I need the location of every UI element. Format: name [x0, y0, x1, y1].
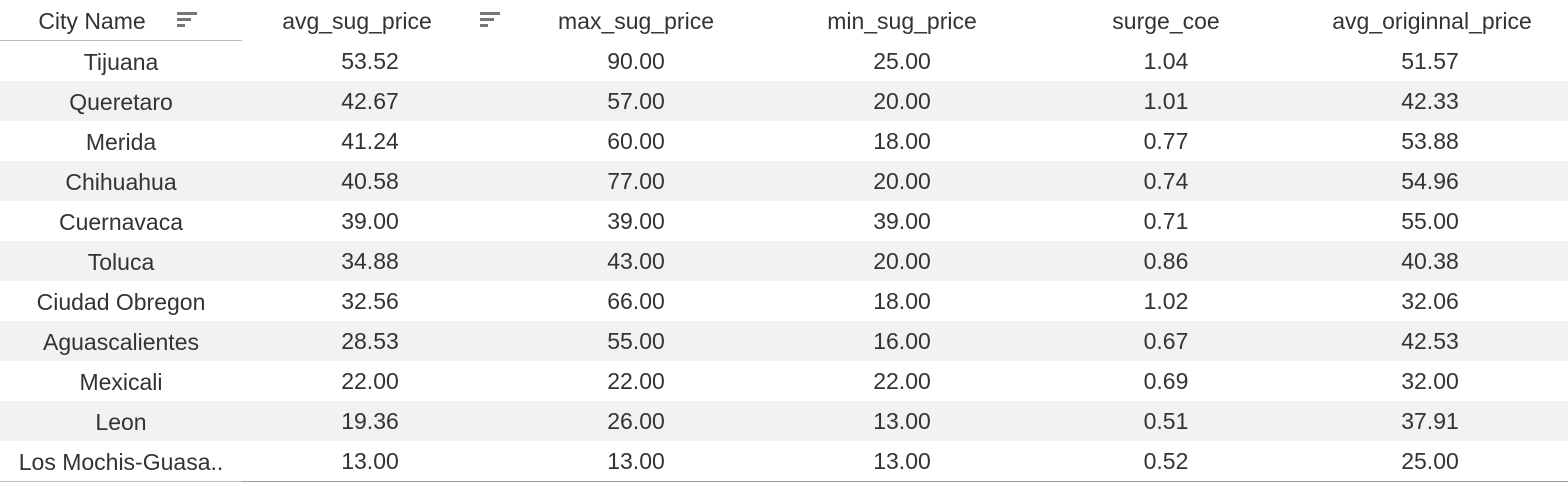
avg-sug-price-cell[interactable]: 28.53 [341, 328, 399, 354]
column-header-max-sug-price[interactable]: max_sug_price [558, 8, 714, 34]
city-name-cell[interactable]: Merida [85, 129, 157, 155]
avg-originnal-price-cell[interactable]: 40.38 [1401, 248, 1459, 274]
min-sug-price-cell[interactable]: 22.00 [873, 368, 931, 394]
city-name-cell[interactable]: Mexicali [79, 369, 163, 395]
city-name-cell[interactable]: Leon [95, 409, 147, 435]
city-name-cell[interactable]: Aguascalientes [43, 329, 199, 355]
avg-sug-price-cell[interactable]: 41.24 [341, 128, 399, 154]
city-name-cell[interactable]: Queretaro [69, 89, 173, 115]
table-row: Chihuahua 40.58 77.00 20.00 0.74 54.96 [0, 161, 1568, 201]
sort-descending-icon[interactable] [480, 12, 500, 28]
table-row: Leon 19.36 26.00 13.00 0.51 37.91 [0, 401, 1568, 441]
min-sug-price-cell[interactable]: 13.00 [873, 448, 931, 474]
surge-coe-cell[interactable]: 1.02 [1143, 288, 1189, 314]
avg-originnal-price-cell[interactable]: 53.88 [1401, 128, 1459, 154]
table-row: Merida 41.24 60.00 18.00 0.77 53.88 [0, 121, 1568, 161]
min-sug-price-cell[interactable]: 25.00 [873, 48, 931, 74]
avg-sug-price-cell[interactable]: 13.00 [341, 448, 399, 474]
table-header: City Name avg_sug_price max_sug_price mi… [0, 0, 1568, 40]
table-row: Los Mochis-Guasa.. 13.00 13.00 13.00 0.5… [0, 441, 1568, 481]
surge-coe-cell[interactable]: 0.67 [1143, 328, 1189, 354]
avg-originnal-price-cell[interactable]: 42.33 [1401, 88, 1459, 114]
header-divider [0, 40, 242, 41]
avg-originnal-price-cell[interactable]: 54.96 [1401, 168, 1459, 194]
max-sug-price-cell[interactable]: 13.00 [607, 448, 665, 474]
avg-originnal-price-cell[interactable]: 37.91 [1401, 408, 1459, 434]
surge-coe-cell[interactable]: 1.01 [1143, 88, 1189, 114]
max-sug-price-cell[interactable]: 77.00 [607, 168, 665, 194]
table-body: Tijuana 53.52 90.00 25.00 1.04 51.57 Que… [0, 41, 1568, 481]
avg-originnal-price-cell[interactable]: 42.53 [1401, 328, 1459, 354]
max-sug-price-cell[interactable]: 26.00 [607, 408, 665, 434]
table-row: Mexicali 22.00 22.00 22.00 0.69 32.00 [0, 361, 1568, 401]
max-sug-price-cell[interactable]: 60.00 [607, 128, 665, 154]
city-name-cell[interactable]: Chihuahua [65, 169, 177, 195]
avg-sug-price-cell[interactable]: 42.67 [341, 88, 399, 114]
surge-coe-cell[interactable]: 0.69 [1143, 368, 1189, 394]
avg-originnal-price-cell[interactable]: 25.00 [1401, 448, 1459, 474]
min-sug-price-cell[interactable]: 39.00 [873, 208, 931, 234]
max-sug-price-cell[interactable]: 66.00 [607, 288, 665, 314]
table-row: Aguascalientes 28.53 55.00 16.00 0.67 42… [0, 321, 1568, 361]
sort-descending-icon[interactable] [177, 12, 197, 28]
min-sug-price-cell[interactable]: 20.00 [873, 248, 931, 274]
avg-sug-price-cell[interactable]: 32.56 [341, 288, 399, 314]
surge-coe-cell[interactable]: 0.74 [1143, 168, 1189, 194]
city-name-cell[interactable]: Cuernavaca [58, 209, 184, 235]
avg-sug-price-cell[interactable]: 39.00 [341, 208, 399, 234]
surge-coe-cell[interactable]: 0.86 [1143, 248, 1189, 274]
max-sug-price-cell[interactable]: 39.00 [607, 208, 665, 234]
avg-originnal-price-cell[interactable]: 51.57 [1401, 48, 1459, 74]
min-sug-price-cell[interactable]: 18.00 [873, 128, 931, 154]
avg-originnal-price-cell[interactable]: 32.00 [1401, 368, 1459, 394]
max-sug-price-cell[interactable]: 57.00 [607, 88, 665, 114]
avg-sug-price-cell[interactable]: 40.58 [341, 168, 399, 194]
city-name-cell[interactable]: Tijuana [83, 49, 159, 75]
avg-originnal-price-cell[interactable]: 32.06 [1401, 288, 1459, 314]
min-sug-price-cell[interactable]: 13.00 [873, 408, 931, 434]
city-name-cell[interactable]: Ciudad Obregon [36, 289, 206, 315]
table-row: Cuernavaca 39.00 39.00 39.00 0.71 55.00 [0, 201, 1568, 241]
column-header-city-name[interactable]: City Name [38, 8, 146, 34]
column-header-avg-originnal-price[interactable]: avg_originnal_price [1332, 8, 1532, 34]
max-sug-price-cell[interactable]: 90.00 [607, 48, 665, 74]
avg-sug-price-cell[interactable]: 22.00 [341, 368, 399, 394]
surge-coe-cell[interactable]: 0.77 [1143, 128, 1189, 154]
column-header-avg-sug-price[interactable]: avg_sug_price [282, 8, 432, 34]
table-bottom-divider [0, 481, 1568, 483]
avg-originnal-price-cell[interactable]: 55.00 [1401, 208, 1459, 234]
table-row: Ciudad Obregon 32.56 66.00 18.00 1.02 32… [0, 281, 1568, 321]
min-sug-price-cell[interactable]: 20.00 [873, 168, 931, 194]
max-sug-price-cell[interactable]: 55.00 [607, 328, 665, 354]
avg-sug-price-cell[interactable]: 34.88 [341, 248, 399, 274]
surge-coe-cell[interactable]: 0.71 [1143, 208, 1189, 234]
table-row: Toluca 34.88 43.00 20.00 0.86 40.38 [0, 241, 1568, 281]
surge-coe-cell[interactable]: 0.52 [1143, 448, 1189, 474]
max-sug-price-cell[interactable]: 43.00 [607, 248, 665, 274]
column-header-min-sug-price[interactable]: min_sug_price [827, 8, 977, 34]
table-row: Tijuana 53.52 90.00 25.00 1.04 51.57 [0, 41, 1568, 81]
surge-coe-cell[interactable]: 0.51 [1143, 408, 1189, 434]
column-header-surge-coe[interactable]: surge_coe [1112, 8, 1220, 34]
max-sug-price-cell[interactable]: 22.00 [607, 368, 665, 394]
avg-sug-price-cell[interactable]: 19.36 [341, 408, 399, 434]
city-name-cell[interactable]: Toluca [87, 249, 155, 275]
city-name-cell[interactable]: Los Mochis-Guasa.. [18, 449, 224, 475]
surge-coe-cell[interactable]: 1.04 [1143, 48, 1189, 74]
min-sug-price-cell[interactable]: 20.00 [873, 88, 931, 114]
avg-sug-price-cell[interactable]: 53.52 [341, 48, 399, 74]
table-row: Queretaro 42.67 57.00 20.00 1.01 42.33 [0, 81, 1568, 121]
min-sug-price-cell[interactable]: 18.00 [873, 288, 931, 314]
min-sug-price-cell[interactable]: 16.00 [873, 328, 931, 354]
